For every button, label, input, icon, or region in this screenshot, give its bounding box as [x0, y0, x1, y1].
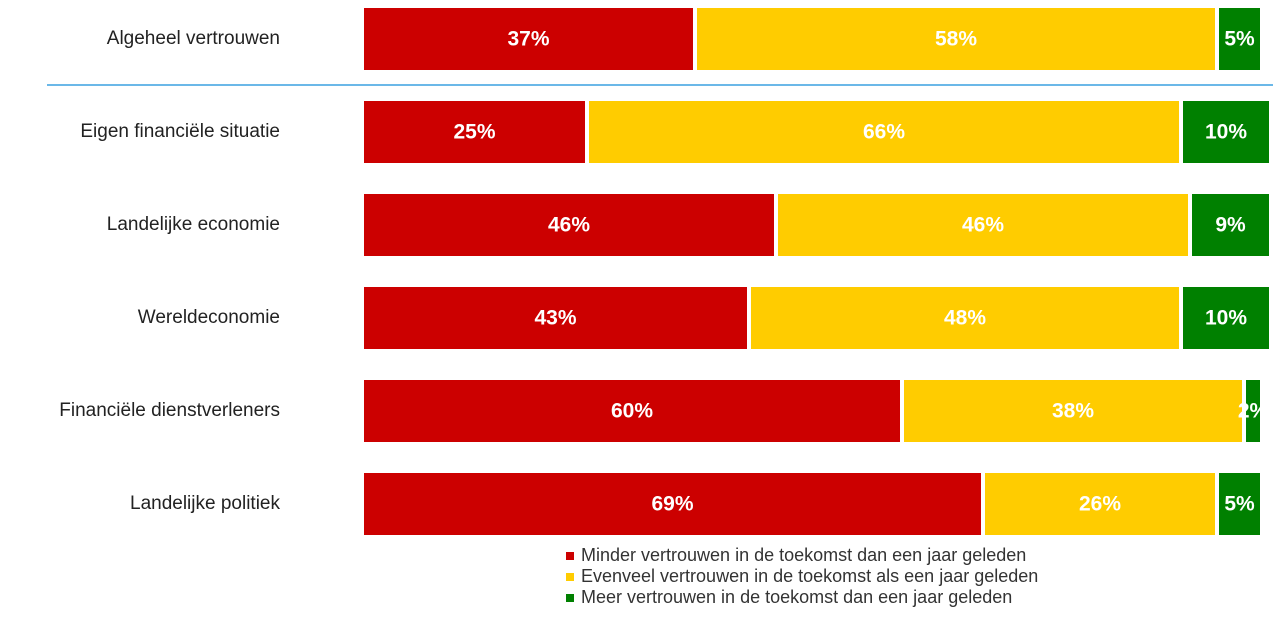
value-label: 46% — [962, 214, 1004, 237]
value-label: 60% — [611, 400, 653, 423]
value-label: 48% — [944, 307, 986, 330]
bar-segment — [751, 287, 1179, 349]
value-label: 58% — [935, 28, 977, 51]
value-label: 69% — [651, 493, 693, 516]
bar-segment — [364, 380, 900, 442]
bar-segment — [778, 194, 1188, 256]
legend-swatch — [566, 552, 574, 560]
value-label: 9% — [1215, 214, 1246, 237]
legend-label: Minder vertrouwen in de toekomst dan een… — [581, 545, 1026, 565]
bar-segment — [904, 380, 1242, 442]
legend-swatch — [566, 573, 574, 581]
bar-segment — [364, 194, 774, 256]
bar-segment — [1219, 473, 1260, 535]
value-label: 26% — [1079, 493, 1121, 516]
category-label: Landelijke economie — [107, 214, 280, 235]
bar-segment — [364, 8, 693, 70]
bar-segment — [364, 287, 747, 349]
bar-segment — [1183, 101, 1269, 163]
value-label: 10% — [1205, 307, 1247, 330]
bar-segment — [589, 101, 1179, 163]
bar-segment — [364, 101, 585, 163]
bar-segment — [1192, 194, 1269, 256]
value-label: 43% — [534, 307, 576, 330]
bar-segment — [1246, 380, 1260, 442]
category-label: Landelijke politiek — [130, 493, 280, 514]
bar-segment — [1183, 287, 1269, 349]
category-label: Algeheel vertrouwen — [107, 28, 280, 49]
value-label: 25% — [453, 121, 495, 144]
value-label: 38% — [1052, 400, 1094, 423]
value-label: 5% — [1224, 493, 1255, 516]
value-label: 10% — [1205, 121, 1247, 144]
bar-segment — [1219, 8, 1260, 70]
legend-swatch — [566, 594, 574, 602]
value-label: 2% — [1238, 400, 1269, 423]
value-label: 66% — [863, 121, 905, 144]
bar-segment — [985, 473, 1215, 535]
legend-label: Meer vertrouwen in de toekomst dan een j… — [581, 587, 1012, 607]
value-label: 46% — [548, 214, 590, 237]
category-label: Financiële dienstverleners — [59, 400, 280, 421]
category-label: Wereldeconomie — [138, 307, 280, 328]
value-label: 37% — [507, 28, 549, 51]
bar-segment — [697, 8, 1215, 70]
legend-label: Evenveel vertrouwen in de toekomst als e… — [581, 566, 1038, 586]
value-label: 5% — [1224, 28, 1255, 51]
bar-segment — [364, 473, 981, 535]
category-label: Eigen financiële situatie — [80, 121, 280, 142]
